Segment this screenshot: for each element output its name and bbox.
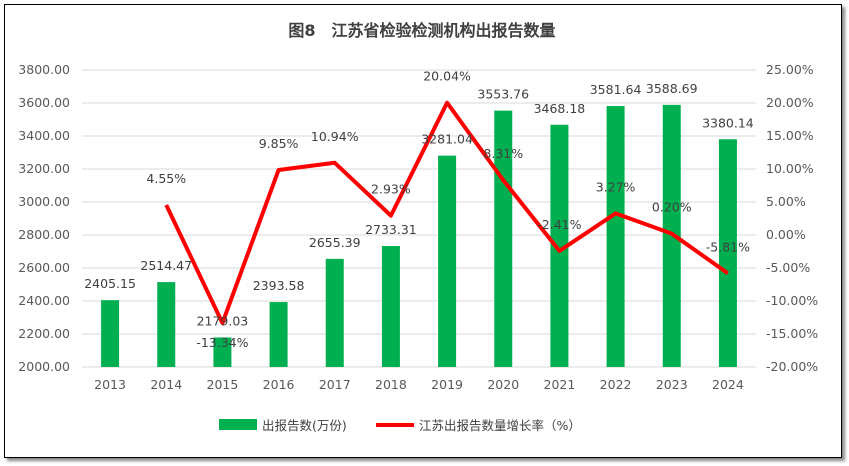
bar-data-label: 2514.47	[140, 258, 192, 273]
bar	[213, 337, 232, 367]
growth-rate-line	[164, 100, 730, 326]
bars	[101, 104, 737, 367]
bar	[438, 155, 457, 367]
bar-data-label: 2179.03	[197, 313, 249, 328]
bar-data-label: 2405.15	[84, 276, 136, 291]
x-tick-label: 2018	[375, 377, 407, 392]
y-left-tick-label: 2000.00	[18, 359, 70, 374]
line-data-label: 0.20%	[652, 200, 692, 215]
axes: 2000.00 2200.00 2400.00 2600.00 2800.00 3000.…	[18, 62, 818, 392]
line-data-label: 4.55%	[146, 171, 186, 186]
x-tick-label: 2017	[319, 377, 351, 392]
legend-bar-swatch	[219, 419, 257, 430]
x-tick-label: 2015	[207, 377, 239, 392]
chart-frame	[4, 4, 842, 458]
bar-data-label: 3468.18	[534, 101, 586, 116]
y-right-tick-label: -10.00%	[766, 293, 818, 308]
bar	[101, 300, 120, 367]
data-labels: 2405.15 2514.47 2179.03 2393.58 2655.39 2733.…	[84, 69, 754, 350]
line-data-label: -2.41%	[537, 217, 581, 232]
line-data-label: 2.93%	[371, 182, 411, 197]
bar	[550, 124, 569, 367]
x-tick-label: 2019	[431, 377, 463, 392]
x-tick-label: 2024	[712, 377, 744, 392]
bar	[381, 246, 400, 367]
line-data-label: 3.27%	[596, 179, 636, 194]
bar	[718, 139, 737, 367]
line-data-label: 9.85%	[259, 136, 299, 151]
bar-data-label: 3380.14	[702, 115, 754, 130]
x-tick-label: 2014	[150, 377, 182, 392]
y-left-tick-label: 2600.00	[18, 260, 70, 275]
y-left-tick-label: 3600.00	[18, 95, 70, 110]
y-left-tick-label: 3000.00	[18, 194, 70, 209]
chart-title: 图8 江苏省检验检测机构出报告数量	[288, 21, 555, 40]
bar-data-label: 3553.76	[477, 87, 529, 102]
gridlines	[82, 69, 756, 368]
line-data-label: -5.81%	[706, 239, 750, 254]
legend: 出报告数(万份) 江苏出报告数量增长率（%）	[219, 418, 581, 433]
x-tick-label: 2021	[544, 377, 576, 392]
y-left-tick-label: 2400.00	[18, 293, 70, 308]
x-tick-label: 2022	[600, 377, 632, 392]
y-right-tick-label: 5.00%	[766, 194, 806, 209]
x-tick-label: 2023	[656, 377, 688, 392]
y-left-tick-label: 3800.00	[18, 62, 70, 77]
y-left-tick-label: 3200.00	[18, 161, 70, 176]
line-data-label: 10.94%	[311, 129, 359, 144]
bar-data-label: 2393.58	[253, 278, 305, 293]
bar	[606, 106, 625, 367]
y-right-tick-label: -5.00%	[766, 260, 810, 275]
y-right-tick-label: 10.00%	[766, 161, 814, 176]
line-data-label: -13.34%	[196, 335, 248, 350]
y-right-tick-label: 25.00%	[766, 62, 814, 77]
bar	[325, 258, 344, 367]
y-left-tick-label: 2800.00	[18, 227, 70, 242]
line-data-label: 8.31%	[483, 146, 523, 161]
y-right-tick-label: -15.00%	[766, 326, 818, 341]
y-right-tick-label: 15.00%	[766, 128, 814, 143]
line-series	[164, 100, 730, 326]
bar-data-label: 3581.64	[590, 82, 642, 97]
y-right-tick-label: 0.00%	[766, 227, 806, 242]
legend-bar-label: 出报告数(万份)	[262, 418, 347, 433]
x-tick-label: 2016	[263, 377, 295, 392]
line-data-label: 20.04%	[423, 69, 471, 84]
bar-data-label: 3281.04	[421, 132, 473, 147]
y-right-tick-label: -20.00%	[766, 359, 818, 374]
bar-data-label: 2655.39	[309, 235, 361, 250]
legend-line-label: 江苏出报告数量增长率（%）	[419, 418, 581, 433]
bar	[269, 302, 288, 367]
x-tick-label: 2013	[94, 377, 126, 392]
x-tick-label: 2020	[487, 377, 519, 392]
bar-data-label: 2733.31	[365, 222, 417, 237]
y-left-tick-label: 2200.00	[18, 326, 70, 341]
y-left-tick-label: 3400.00	[18, 128, 70, 143]
bar	[157, 282, 176, 367]
bar-data-label: 3588.69	[646, 81, 698, 96]
y-right-tick-label: 20.00%	[766, 95, 814, 110]
